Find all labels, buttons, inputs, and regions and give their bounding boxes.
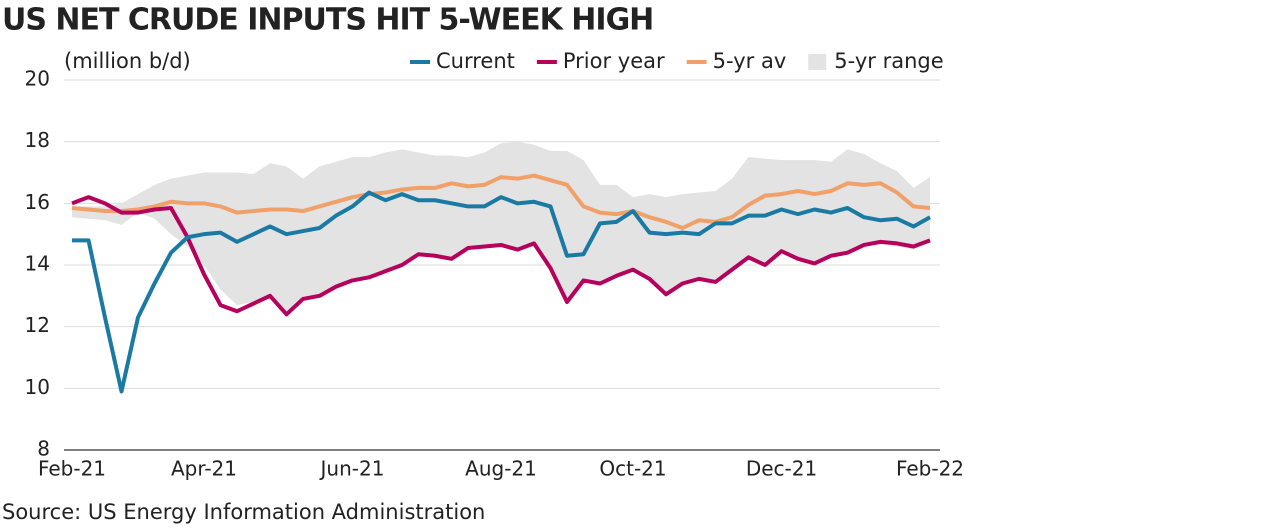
legend-label: 5-yr av — [713, 49, 787, 73]
y-tick-label: 20 — [25, 67, 50, 91]
legend-label: Current — [436, 49, 515, 73]
plot — [71, 141, 931, 394]
grid: 8 10 12 14 16 18 20 Feb-21 Apr-21 Jun-21 Aug-21 Oct… — [25, 67, 964, 481]
legend-label: 5-yr range — [834, 49, 943, 73]
line — [72, 190, 931, 394]
x-tick-label: Jun-21 — [319, 457, 385, 481]
chart-title: US NET CRUDE INPUTS HIT 5-WEEK HIGH — [2, 3, 653, 38]
x-tick-label: Feb-21 — [38, 457, 106, 481]
range-area — [72, 141, 930, 312]
y-tick-label: 16 — [25, 190, 50, 214]
y-tick-label: 12 — [25, 313, 50, 337]
y-axis-label: (million b/d) — [64, 49, 191, 73]
x-tick-label: Feb-22 — [896, 457, 964, 481]
y-tick-label: 10 — [25, 375, 50, 399]
x-tick-label: Aug-21 — [465, 457, 537, 481]
legend-swatch — [808, 54, 827, 70]
source: Source: US Energy Information Administra… — [2, 500, 485, 524]
legend: Current Prior year 5-yr av 5-yr range — [410, 49, 944, 73]
x-tick-label: Dec-21 — [746, 457, 817, 481]
legend-label: Prior year — [563, 49, 665, 73]
y-tick-label: 8 — [37, 437, 50, 461]
x-tick-label: Oct-21 — [599, 457, 666, 481]
y-tick-label: 14 — [25, 252, 50, 276]
line — [71, 195, 931, 317]
line — [71, 173, 931, 230]
y-tick-label: 18 — [25, 128, 50, 152]
x-tick-label: Apr-21 — [171, 457, 237, 481]
